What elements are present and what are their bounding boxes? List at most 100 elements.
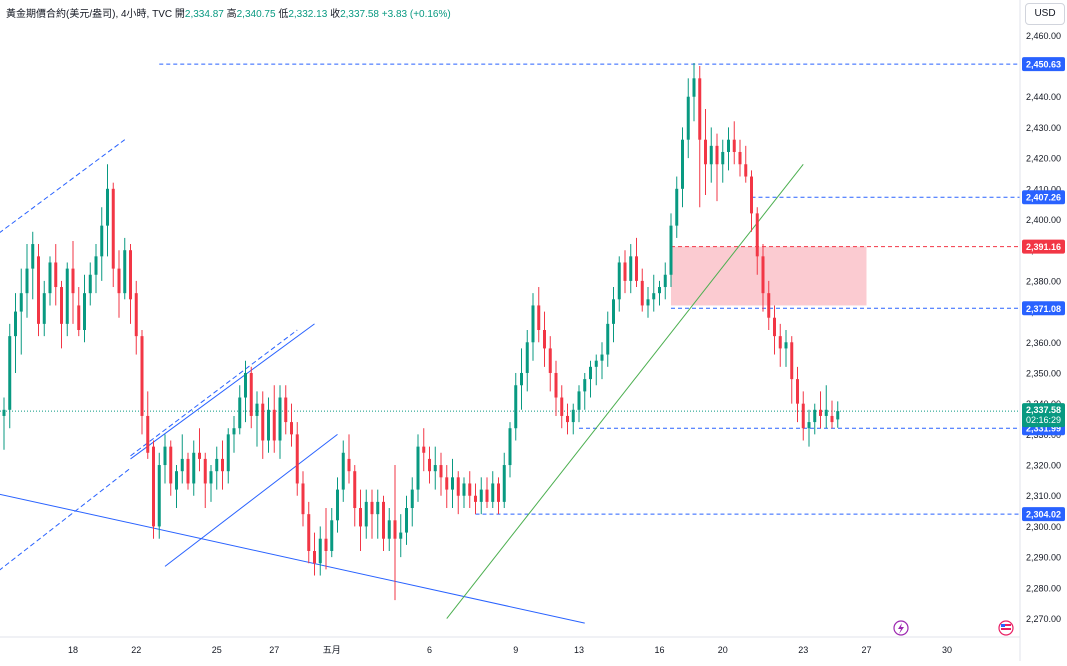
- candle[interactable]: [824, 385, 828, 429]
- candle[interactable]: [387, 508, 391, 551]
- candle[interactable]: [456, 471, 460, 515]
- candle[interactable]: [19, 268, 23, 355]
- candle[interactable]: [422, 428, 426, 472]
- candle[interactable]: [589, 360, 592, 398]
- candle[interactable]: [629, 244, 633, 294]
- candle[interactable]: [157, 452, 161, 539]
- trendline[interactable]: [0, 493, 585, 624]
- candle[interactable]: [531, 293, 535, 361]
- candle[interactable]: [290, 403, 293, 447]
- candle[interactable]: [117, 250, 121, 318]
- candle[interactable]: [491, 471, 495, 509]
- candle[interactable]: [727, 127, 730, 171]
- candle[interactable]: [433, 446, 437, 490]
- candle[interactable]: [198, 428, 201, 472]
- candle[interactable]: [129, 244, 132, 324]
- candle[interactable]: [31, 231, 35, 300]
- candle[interactable]: [646, 287, 650, 318]
- candle[interactable]: [152, 440, 155, 539]
- candle[interactable]: [180, 434, 184, 484]
- candle[interactable]: [209, 465, 213, 502]
- candle[interactable]: [146, 391, 150, 459]
- candle[interactable]: [336, 477, 339, 533]
- currency-button[interactable]: USD: [1025, 3, 1065, 25]
- trendline[interactable]: [0, 467, 131, 575]
- candle[interactable]: [704, 109, 707, 195]
- candle[interactable]: [295, 422, 299, 496]
- candle[interactable]: [37, 244, 40, 337]
- candle[interactable]: [669, 213, 673, 288]
- candle[interactable]: [54, 244, 58, 306]
- candle[interactable]: [330, 508, 334, 558]
- candle[interactable]: [790, 336, 794, 404]
- candle[interactable]: [663, 262, 667, 300]
- candle[interactable]: [750, 170, 753, 232]
- candle[interactable]: [761, 244, 765, 312]
- candle[interactable]: [548, 336, 552, 392]
- candle[interactable]: [48, 256, 52, 306]
- candle[interactable]: [232, 415, 236, 453]
- candle[interactable]: [755, 207, 759, 275]
- candle[interactable]: [8, 323, 12, 429]
- candle[interactable]: [681, 127, 684, 208]
- candle[interactable]: [100, 207, 104, 281]
- candle[interactable]: [773, 305, 776, 355]
- candle[interactable]: [686, 78, 690, 159]
- candle[interactable]: [796, 366, 799, 423]
- candle[interactable]: [721, 139, 725, 183]
- candle[interactable]: [784, 330, 788, 367]
- candle[interactable]: [410, 477, 414, 527]
- candle[interactable]: [399, 514, 403, 558]
- candle[interactable]: [324, 508, 328, 570]
- candle[interactable]: [830, 400, 834, 429]
- candle[interactable]: [617, 256, 621, 312]
- candle[interactable]: [819, 391, 822, 429]
- candle[interactable]: [364, 489, 368, 539]
- candle[interactable]: [307, 501, 311, 564]
- candle[interactable]: [767, 280, 771, 330]
- candle[interactable]: [652, 274, 656, 312]
- candle[interactable]: [635, 237, 638, 288]
- candle[interactable]: [261, 391, 265, 459]
- candle[interactable]: [192, 440, 196, 496]
- candle[interactable]: [594, 354, 598, 386]
- candle[interactable]: [658, 280, 661, 306]
- candle[interactable]: [445, 465, 449, 509]
- candle[interactable]: [485, 477, 489, 509]
- candle[interactable]: [272, 385, 276, 453]
- candle[interactable]: [255, 391, 259, 447]
- candle[interactable]: [543, 311, 546, 367]
- candle[interactable]: [623, 250, 627, 294]
- candle[interactable]: [640, 268, 644, 312]
- candle[interactable]: [738, 139, 742, 177]
- candle[interactable]: [566, 403, 569, 435]
- candle[interactable]: [42, 280, 46, 337]
- candle[interactable]: [514, 372, 518, 441]
- candle[interactable]: [502, 452, 506, 509]
- candle[interactable]: [468, 471, 472, 509]
- candle[interactable]: [88, 262, 92, 306]
- trendline[interactable]: [164, 433, 338, 567]
- candle[interactable]: [405, 495, 408, 545]
- trendline[interactable]: [446, 163, 804, 619]
- candle[interactable]: [600, 342, 604, 380]
- candle[interactable]: [203, 452, 207, 509]
- candle[interactable]: [474, 483, 477, 515]
- candle[interactable]: [520, 348, 523, 410]
- candle[interactable]: [221, 440, 224, 490]
- candle[interactable]: [14, 293, 17, 373]
- candle[interactable]: [537, 287, 541, 343]
- candle[interactable]: [226, 428, 230, 484]
- candle[interactable]: [249, 366, 253, 429]
- candle[interactable]: [25, 244, 29, 318]
- candle[interactable]: [301, 471, 305, 527]
- candle[interactable]: [140, 330, 144, 435]
- candle[interactable]: [428, 446, 431, 484]
- candle[interactable]: [359, 489, 362, 551]
- candle[interactable]: [709, 127, 713, 183]
- candle[interactable]: [77, 287, 81, 337]
- candle[interactable]: [571, 403, 575, 435]
- candle[interactable]: [238, 385, 242, 435]
- candle[interactable]: [94, 244, 98, 294]
